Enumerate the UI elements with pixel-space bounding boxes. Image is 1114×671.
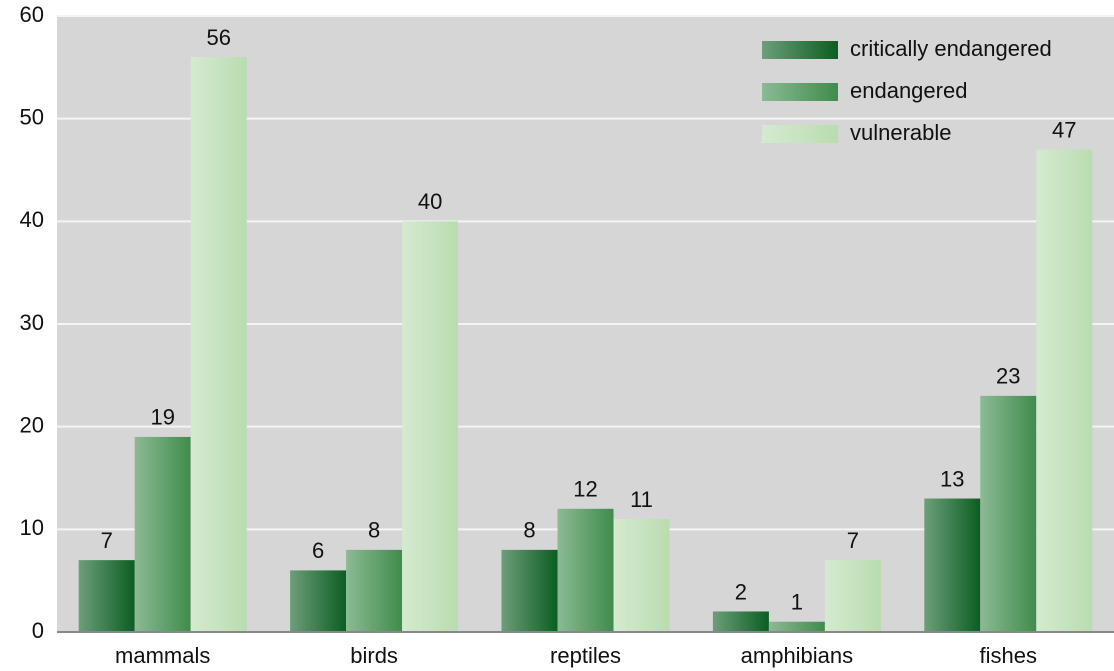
bar — [346, 549, 403, 632]
value-label: 1 — [791, 590, 803, 615]
y-tick-label: 0 — [32, 618, 44, 643]
bar — [613, 519, 670, 632]
value-label: 23 — [996, 364, 1020, 389]
bar — [980, 395, 1037, 632]
bar — [78, 560, 135, 632]
value-label: 2 — [735, 579, 747, 604]
legend-label: critically endangered — [850, 36, 1052, 61]
bar — [1036, 149, 1093, 632]
value-label: 8 — [523, 518, 535, 543]
value-label: 8 — [368, 518, 380, 543]
bar — [501, 549, 558, 632]
y-tick-label: 50 — [20, 104, 44, 129]
legend-label: vulnerable — [850, 120, 952, 145]
bar — [768, 621, 825, 632]
x-tick-label: reptiles — [550, 643, 621, 668]
bar — [712, 611, 769, 632]
bar — [557, 508, 614, 632]
value-label: 7 — [847, 528, 859, 553]
y-tick-label: 30 — [20, 310, 44, 335]
x-tick-label: mammals — [115, 643, 210, 668]
legend-swatch — [762, 41, 838, 59]
bar — [190, 57, 247, 633]
value-label: 6 — [312, 538, 324, 563]
bar — [290, 570, 347, 632]
bar — [134, 436, 191, 632]
legend-swatch — [762, 83, 838, 101]
value-label: 56 — [206, 25, 230, 50]
value-label: 40 — [418, 189, 442, 214]
bar — [824, 560, 881, 632]
bar — [924, 498, 981, 632]
x-tick-label: fishes — [980, 643, 1037, 668]
legend-swatch — [762, 125, 838, 143]
value-label: 12 — [573, 477, 597, 502]
value-label: 13 — [940, 466, 964, 491]
y-tick-label: 60 — [20, 2, 44, 27]
value-label: 11 — [630, 487, 653, 512]
value-label: 19 — [150, 405, 174, 430]
bar — [402, 221, 459, 633]
y-tick-label: 10 — [20, 515, 44, 540]
legend-label: endangered — [850, 78, 967, 103]
value-label: 47 — [1052, 117, 1076, 142]
value-label: 7 — [101, 528, 113, 553]
x-tick-label: amphibians — [741, 643, 854, 668]
x-tick-label: birds — [350, 643, 398, 668]
y-tick-label: 40 — [20, 207, 44, 232]
y-tick-label: 20 — [20, 412, 44, 437]
